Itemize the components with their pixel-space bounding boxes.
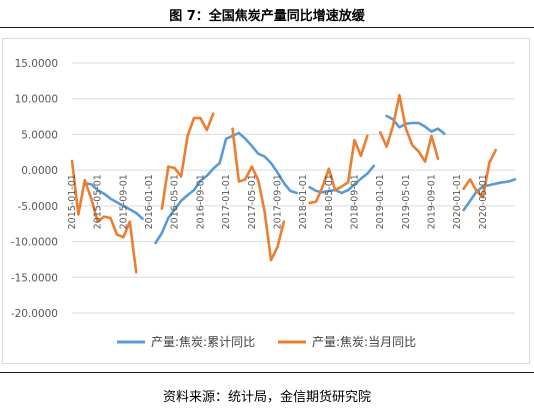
figure-title: 图 7：全国焦炭产量同比增速放缓 [169, 9, 365, 24]
x-axis-ticks: 2015-01-01 2015-05-01 2015-09-01 2016-01-01… [67, 174, 489, 229]
y-tick-label: -15.0000 [11, 272, 58, 284]
x-tick-label: 2019-05-01 [401, 174, 412, 229]
series-lines [70, 93, 517, 274]
x-tick-label: 2018-01-01 [298, 174, 309, 229]
y-tick-label: 5.0000 [21, 129, 58, 141]
x-tick-label: 2019-01-01 [375, 174, 386, 229]
legend-label-2: 产量:焦炭:当月同比 [312, 335, 416, 349]
series-line-2 [70, 93, 497, 274]
y-tick-label: 15.0000 [15, 58, 58, 70]
line-chart: 15.0000 10.0000 5.0000 0.0000 -5.0000 -10.000… [11, 58, 517, 349]
y-axis-ticks: 15.0000 10.0000 5.0000 0.0000 -5.0000 -10.000… [11, 58, 58, 320]
x-tick-label: 2020-05-01 [478, 174, 489, 229]
gridlines [72, 62, 515, 314]
x-tick-label: 2016-05-01 [170, 174, 181, 229]
x-tick-label: 2019-09-01 [427, 174, 438, 229]
source-note: 资料来源：统计局，金信期货研究院 [162, 390, 371, 405]
y-tick-label: -10.0000 [11, 237, 58, 249]
x-tick-label: 2015-01-01 [67, 174, 78, 229]
bottom-divider [0, 372, 534, 373]
y-tick-label: -5.0000 [17, 201, 58, 213]
x-tick-label: 2016-01-01 [144, 174, 155, 229]
x-tick-label: 2020-01-01 [452, 174, 463, 229]
top-divider [0, 27, 534, 28]
x-tick-label: 2017-09-01 [272, 174, 283, 229]
x-tick-label: 2018-05-01 [324, 174, 335, 229]
x-tick-label: 2017-05-01 [247, 174, 258, 229]
x-tick-label: 2015-05-01 [93, 174, 104, 229]
y-tick-label: 0.0000 [21, 165, 58, 177]
legend: 产量:焦炭:累计同比 产量:焦炭:当月同比 [117, 335, 416, 349]
x-tick-label: 2016-09-01 [195, 174, 206, 229]
y-tick-label: 10.0000 [15, 94, 58, 106]
x-tick-label: 2015-09-01 [118, 174, 129, 229]
series-line-1 [83, 114, 517, 245]
x-tick-label: 2017-01-01 [221, 174, 232, 229]
y-tick-label: -20.0000 [11, 308, 58, 320]
legend-label-1: 产量:焦炭:累计同比 [151, 335, 255, 349]
chart-frame [2, 38, 530, 364]
x-tick-label: 2018-09-01 [349, 174, 360, 229]
